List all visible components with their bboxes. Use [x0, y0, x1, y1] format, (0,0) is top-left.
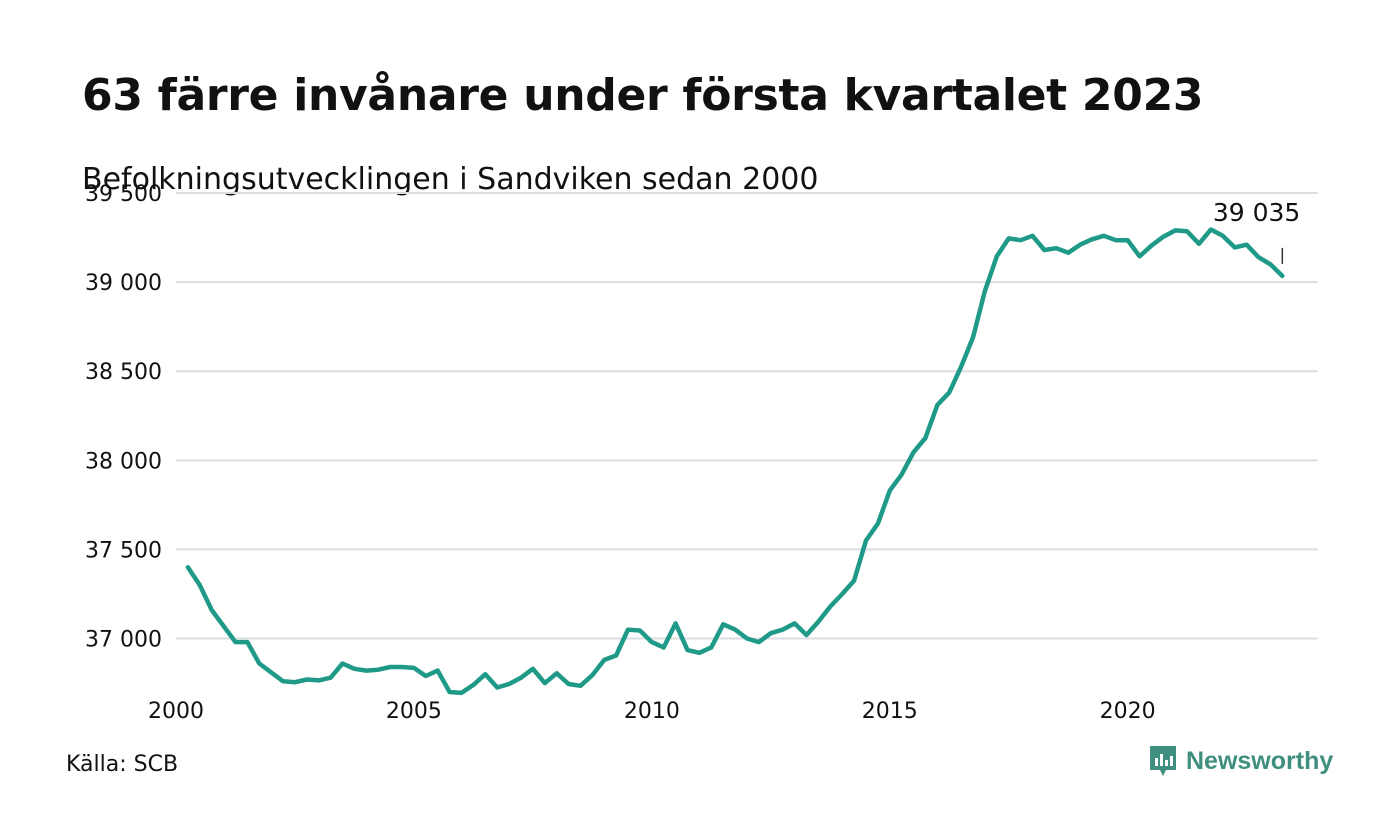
- y-tick-label: 38 000: [85, 449, 162, 474]
- grid-lines: [176, 192, 1318, 640]
- brand-logo[interactable]: Newsworthy: [1148, 744, 1333, 778]
- y-tick-label: 39 000: [85, 271, 162, 296]
- x-tick-label: 2000: [148, 699, 204, 724]
- newsworthy-logo-icon: [1150, 746, 1176, 776]
- y-tick-label: 37 500: [85, 538, 162, 563]
- y-axis-tick-labels: 37 000 37 500 38 000 38 500 39 000 39 500: [85, 182, 162, 653]
- x-tick-label: 2020: [1100, 699, 1156, 724]
- x-tick-label: 2015: [862, 699, 918, 724]
- annotation-layer: 39 035: [1213, 198, 1300, 264]
- annotation-label: 39 035: [1213, 198, 1300, 227]
- source-label: Källa: SCB: [66, 752, 179, 777]
- y-tick-label: 38 500: [85, 360, 162, 385]
- chart-subtitle: Befolkningsutvecklingen i Sandviken seda…: [82, 162, 819, 197]
- x-tick-label: 2005: [386, 699, 442, 724]
- x-axis-tick-labels: 2000 2005 2010 2015 2020: [148, 699, 1156, 724]
- brand-name: Newsworthy: [1186, 746, 1334, 775]
- x-tick-label: 2010: [624, 699, 680, 724]
- chart-title: 63 färre invånare under första kvartalet…: [82, 70, 1204, 121]
- series-line: [185, 227, 1285, 696]
- y-tick-label: 37 000: [85, 628, 162, 653]
- series-layer: [185, 227, 1285, 696]
- y-tick-label: 39 500: [85, 182, 162, 207]
